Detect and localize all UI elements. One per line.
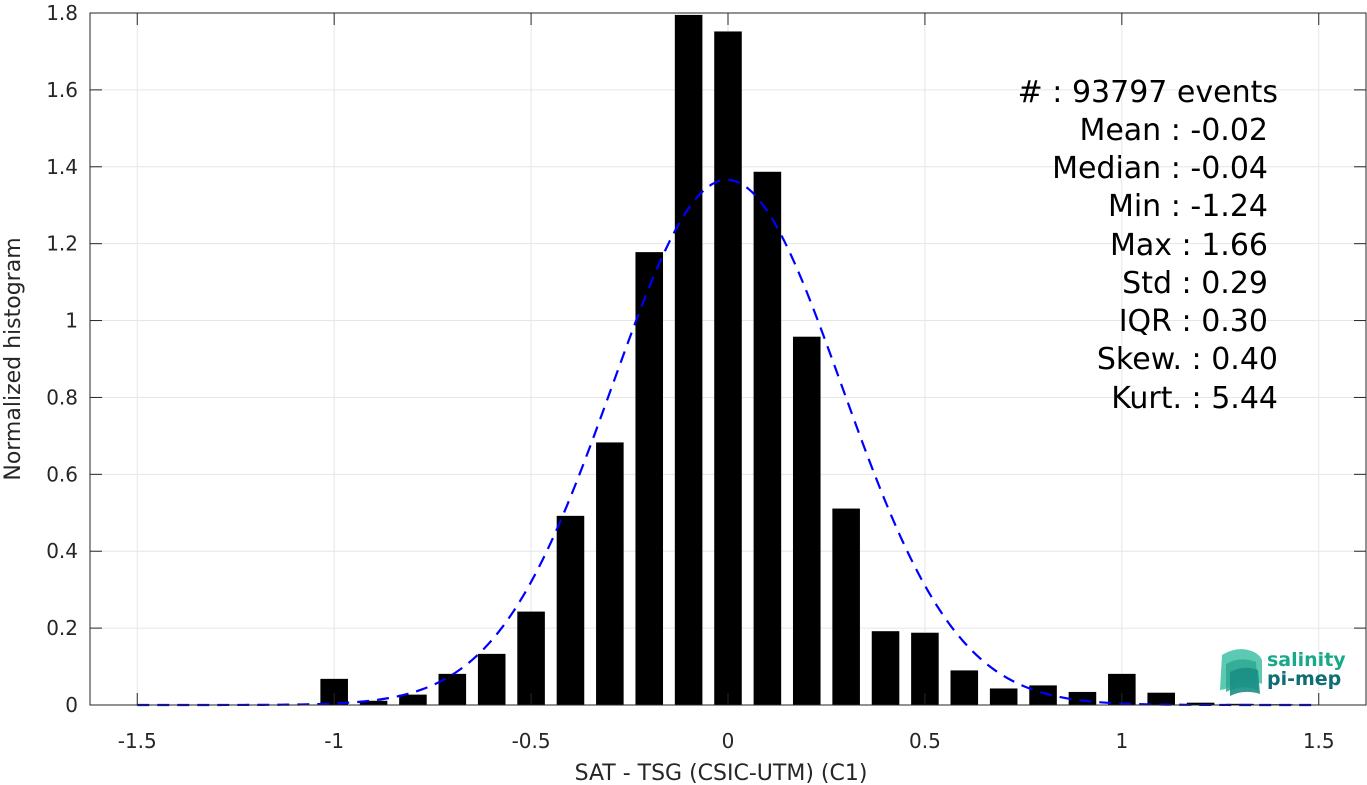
axis-ticks xyxy=(90,12,1366,706)
histogram-bar xyxy=(911,632,939,705)
histogram-bar xyxy=(753,171,782,705)
histogram-bar xyxy=(989,688,1018,705)
histogram-bar xyxy=(1068,691,1097,705)
y-tick-label: 1 xyxy=(65,309,78,333)
stat-events: # : 93797 events xyxy=(1018,75,1278,110)
histogram-bar xyxy=(950,670,979,705)
y-tick-label: 0.4 xyxy=(46,539,78,563)
histogram-bar xyxy=(832,508,860,705)
wave-layers-icon xyxy=(1220,649,1262,696)
stat-median: Median : -0.04 xyxy=(1052,151,1268,186)
histogram-bar xyxy=(792,336,821,705)
stat-iqr: IQR : 0.30 xyxy=(1119,304,1268,339)
x-tick-label: 1.5 xyxy=(1303,729,1335,753)
statistics-box: # : 93797 events Mean : -0.02 Median : -… xyxy=(1018,75,1278,416)
histogram-bar xyxy=(714,31,742,706)
y-tick-label: 1.2 xyxy=(46,232,78,256)
histogram-bar xyxy=(359,700,388,705)
stat-mean: Mean : -0.02 xyxy=(1079,113,1268,148)
x-axis-label: SAT - TSG (CSIC-UTM) (C1) xyxy=(575,761,868,785)
x-tick-labels: -1.5 -1 -0.5 0 0.5 1 1.5 xyxy=(118,729,1335,753)
stat-min: Min : -1.24 xyxy=(1108,189,1268,224)
x-tick-label: -1.5 xyxy=(118,729,157,753)
stat-skew: Skew. : 0.40 xyxy=(1097,342,1278,377)
x-tick-label: -0.5 xyxy=(512,729,551,753)
y-tick-label: 1.4 xyxy=(46,155,78,179)
histogram-bar xyxy=(596,442,624,705)
histogram-bar xyxy=(871,631,900,705)
histogram-bar xyxy=(517,611,545,705)
histogram-bar xyxy=(1029,685,1057,705)
y-tick-label: 0.8 xyxy=(46,385,78,409)
histogram-bar xyxy=(1147,692,1175,705)
histogram-bar xyxy=(556,515,585,705)
histogram-bar xyxy=(399,694,427,705)
x-tick-label: 0.5 xyxy=(909,729,941,753)
y-tick-label: 0.6 xyxy=(46,462,78,486)
x-tick-label: -1 xyxy=(324,729,344,753)
y-tick-label: 0 xyxy=(65,693,78,717)
salinity-pi-mep-logo: salinity pi-mep xyxy=(1220,649,1346,696)
histogram-bar xyxy=(635,252,664,705)
stat-max: Max : 1.66 xyxy=(1110,228,1268,263)
y-tick-labels: 0 0.2 0.4 0.6 0.8 1 1.2 1.4 1.6 1.8 xyxy=(46,1,78,717)
y-tick-label: 1.8 xyxy=(46,1,78,25)
histogram-bar xyxy=(438,673,467,705)
y-axis-label: Normalized histogram xyxy=(1,237,26,480)
x-tick-label: 1 xyxy=(1115,729,1128,753)
x-tick-label: 0 xyxy=(722,729,735,753)
y-tick-label: 1.6 xyxy=(46,78,78,102)
stat-std: Std : 0.29 xyxy=(1122,266,1268,301)
histogram-bar xyxy=(477,653,506,705)
histogram-bars xyxy=(320,14,1333,706)
stat-kurt: Kurt. : 5.44 xyxy=(1111,381,1278,416)
y-tick-label: 0.2 xyxy=(46,616,78,640)
logo-line1: salinity xyxy=(1267,649,1346,671)
logo-line2: pi-mep xyxy=(1267,668,1341,690)
histogram-bar xyxy=(674,14,703,705)
